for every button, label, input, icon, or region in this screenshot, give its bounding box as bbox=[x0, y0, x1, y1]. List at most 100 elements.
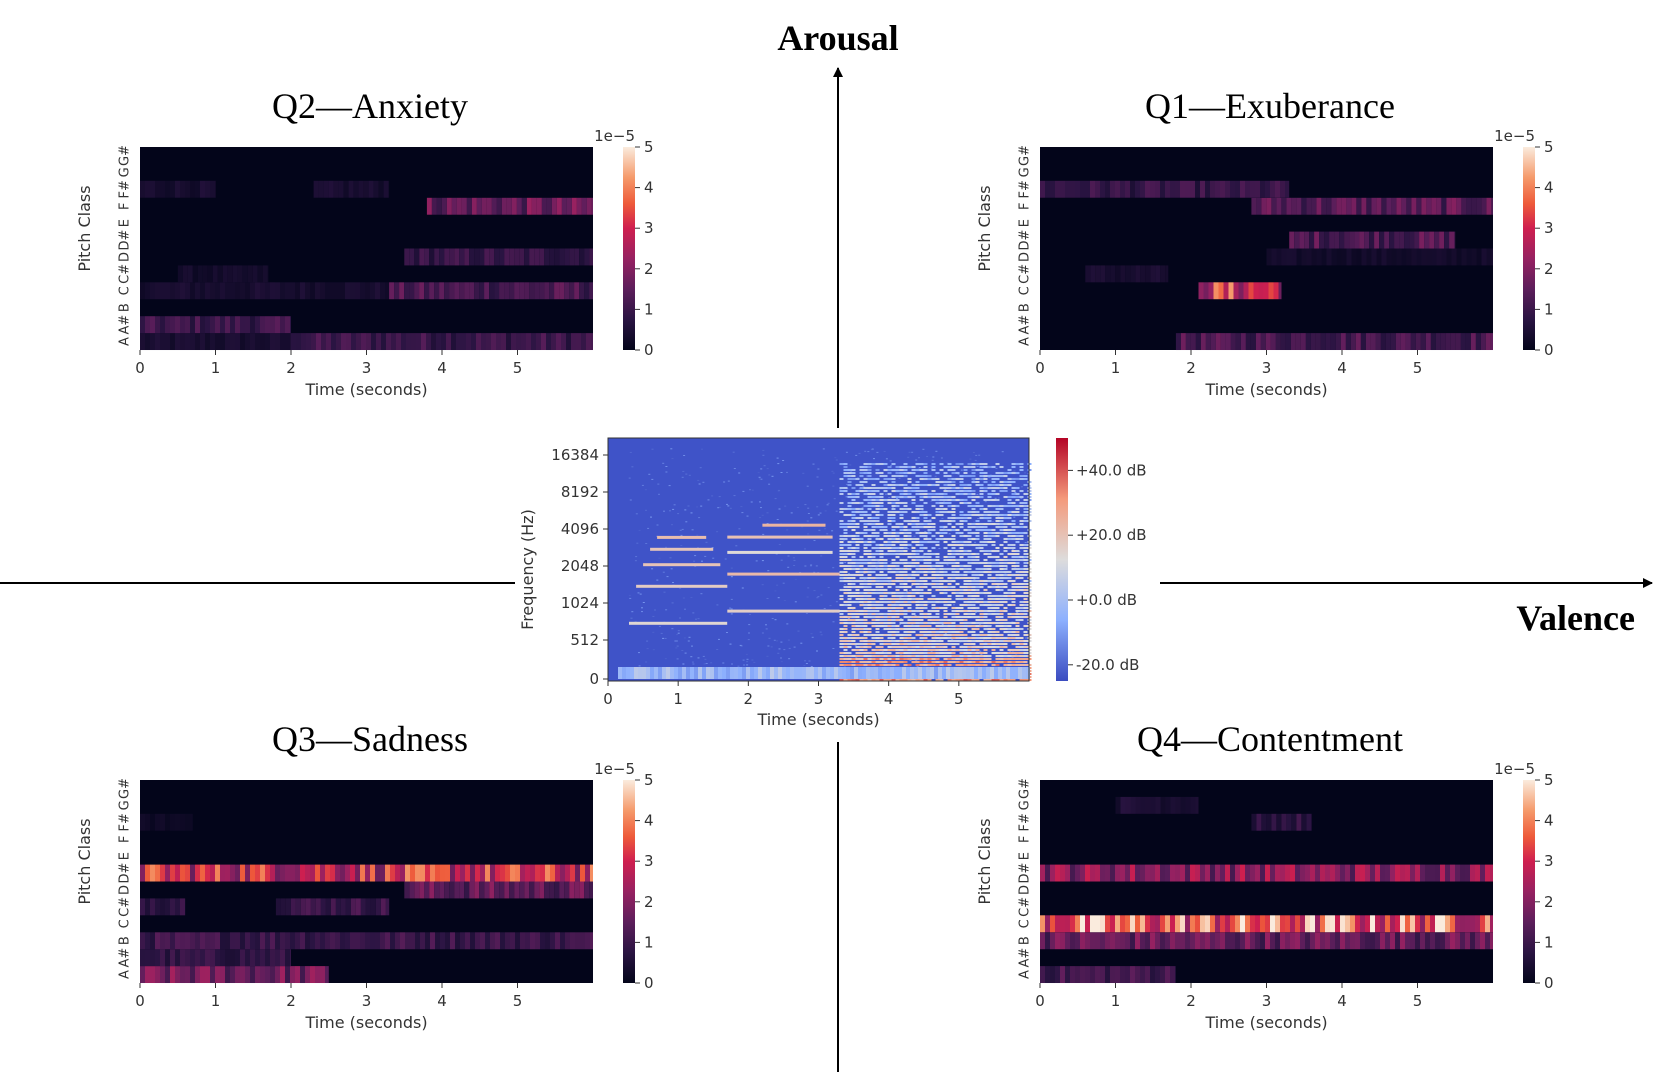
heatmap-cell bbox=[275, 316, 280, 334]
heatmap-cell bbox=[1291, 248, 1297, 266]
spectrogram-texture bbox=[919, 565, 924, 567]
spectrogram-texture bbox=[967, 592, 972, 594]
spectrogram-noise bbox=[723, 481, 726, 483]
spectrogram-texture bbox=[947, 553, 952, 555]
pitch-class-label: C bbox=[118, 286, 133, 295]
spectrogram-texture bbox=[891, 538, 896, 540]
spectrogram-texture bbox=[923, 547, 928, 549]
spectrogram-noise bbox=[745, 653, 748, 655]
heatmap-cell bbox=[544, 881, 550, 899]
spectrogram-texture bbox=[979, 574, 984, 576]
heatmap-cell bbox=[325, 864, 330, 882]
spectrogram-texture bbox=[1003, 523, 1008, 525]
spectrogram-lowband bbox=[642, 667, 646, 679]
spectrogram-texture bbox=[967, 493, 972, 495]
heatmap-cell bbox=[1060, 180, 1065, 198]
heatmap-cell bbox=[1394, 231, 1400, 249]
spectrogram-texture bbox=[911, 658, 916, 660]
spectrogram-texture bbox=[967, 568, 972, 570]
spectrogram-texture bbox=[947, 478, 952, 480]
spectrogram-noise bbox=[740, 506, 743, 508]
heatmap-cell bbox=[185, 864, 190, 882]
heatmap-cell bbox=[356, 333, 361, 351]
spectrogram-texture bbox=[1011, 568, 1016, 570]
spectrogram-texture bbox=[1015, 487, 1020, 489]
spectrogram-texture bbox=[867, 616, 872, 618]
heatmap-cell bbox=[1355, 864, 1360, 882]
pitch-class-label: C# bbox=[1018, 897, 1033, 917]
heatmap-cell bbox=[245, 966, 250, 984]
spectrogram-texture bbox=[1003, 652, 1008, 654]
spectrogram-texture bbox=[931, 604, 936, 606]
spectrogram-texture bbox=[859, 601, 864, 603]
spectrogram-texture bbox=[903, 580, 908, 582]
spectrogram-texture bbox=[939, 511, 944, 513]
heatmap-cell bbox=[1160, 966, 1165, 984]
spectrogram-texture bbox=[899, 658, 904, 660]
heatmap-cell bbox=[205, 864, 210, 882]
spectrogram-texture bbox=[967, 658, 972, 660]
spectrogram-texture bbox=[899, 511, 904, 513]
spectrogram-texture bbox=[935, 511, 940, 513]
spectrogram-texture bbox=[1019, 475, 1024, 477]
spectrogram-texture bbox=[951, 568, 956, 570]
heatmap-cell bbox=[235, 932, 240, 950]
spectrogram-texture bbox=[851, 487, 856, 489]
heatmap-cell bbox=[1180, 932, 1185, 950]
spectrogram-texture bbox=[955, 640, 960, 642]
spectrogram-texture bbox=[1011, 628, 1016, 630]
spectrogram-texture bbox=[851, 550, 856, 552]
spectrogram-lowband bbox=[794, 667, 798, 679]
spectrogram-texture bbox=[879, 574, 884, 576]
spectrogram-texture bbox=[855, 661, 860, 663]
spectrogram-texture bbox=[967, 598, 972, 600]
spectrogram-texture bbox=[983, 601, 988, 603]
heatmap-cell bbox=[1050, 915, 1055, 933]
heatmap-cell bbox=[250, 864, 255, 882]
heatmap-cell bbox=[1080, 180, 1085, 198]
spectrogram-texture bbox=[951, 637, 956, 639]
spectrogram-texture bbox=[951, 628, 956, 630]
heatmap-cell bbox=[197, 265, 203, 283]
spectrogram-noise bbox=[730, 598, 733, 600]
spectrogram-noise bbox=[800, 642, 803, 644]
spectrogram-texture bbox=[939, 586, 944, 588]
heatmap-cell bbox=[165, 898, 170, 916]
spectrogram-texture bbox=[1015, 496, 1020, 498]
heatmap-cell bbox=[1115, 915, 1120, 933]
spectrogram-texture bbox=[979, 514, 984, 516]
pitch-class-label: G# bbox=[1018, 778, 1033, 799]
heatmap-cell bbox=[1130, 966, 1135, 984]
heatmap-cell bbox=[145, 864, 150, 882]
heatmap-cell bbox=[1306, 248, 1312, 266]
spectrogram-texture bbox=[1007, 658, 1012, 660]
spectrogram-texture bbox=[847, 583, 852, 585]
spectrogram-texture bbox=[1007, 580, 1012, 582]
spectrogram-texture bbox=[1019, 535, 1024, 537]
spectrogram-lowband bbox=[622, 667, 626, 679]
spectrogram-texture bbox=[891, 631, 896, 633]
spectrogram-texture bbox=[1019, 514, 1024, 516]
spectrogram-texture bbox=[911, 529, 916, 531]
spectrogram-texture bbox=[919, 577, 924, 579]
colorbar-scale-label: 1e−5 bbox=[1494, 127, 1535, 145]
spectrogram-texture bbox=[871, 568, 876, 570]
spectrogram-texture bbox=[963, 643, 968, 645]
spectrogram-texture bbox=[903, 532, 908, 534]
spectrogram-texture bbox=[875, 679, 880, 681]
spectrogram-texture bbox=[919, 586, 924, 588]
pitch-class-label: B bbox=[1018, 303, 1033, 312]
spectrogram-texture bbox=[983, 637, 988, 639]
spectrogram-texture bbox=[907, 496, 912, 498]
spectrogram-noise bbox=[711, 547, 714, 549]
spectrogram-lowband bbox=[810, 667, 814, 679]
spectrogram-texture bbox=[843, 538, 848, 540]
heatmap-cell bbox=[431, 333, 436, 351]
spectrogram-texture bbox=[875, 532, 880, 534]
spectrogram-texture bbox=[983, 544, 988, 546]
heatmap-cell bbox=[1414, 231, 1420, 249]
heatmap-cell bbox=[411, 333, 416, 351]
spectrogram-texture bbox=[931, 649, 936, 651]
spectrogram-texture bbox=[979, 547, 984, 549]
spectrogram-texture bbox=[1015, 655, 1020, 657]
